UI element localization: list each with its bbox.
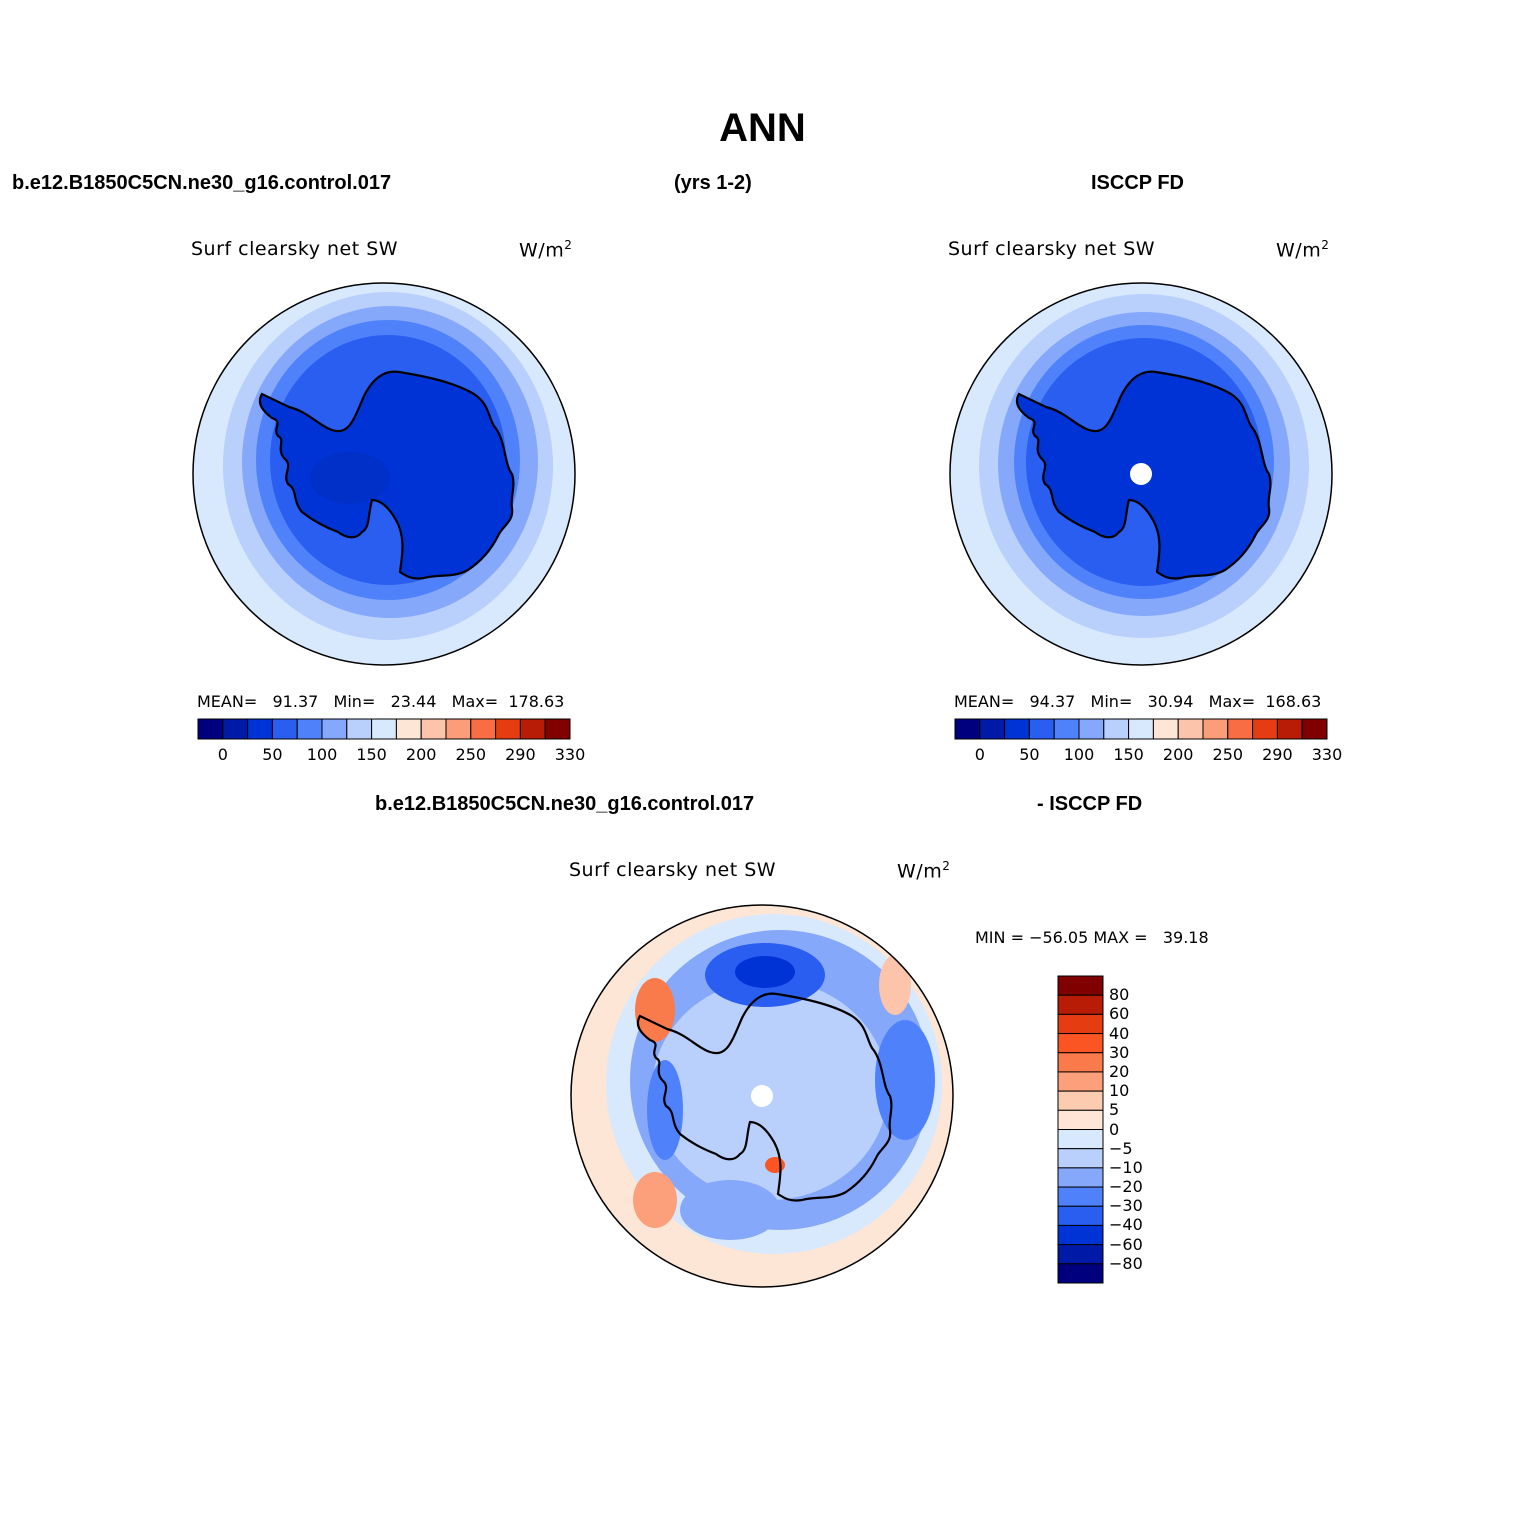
colorbar-swatch [544,718,571,740]
colorbar-swatch [1057,1052,1104,1073]
colorbar-tick-label: 5 [1109,1100,1120,1120]
colorbar-tick-label: 50 [1019,745,1040,764]
colorbar-swatch [979,718,1006,740]
colorbar-swatch [1057,1090,1104,1111]
colorbar-swatch [495,718,521,740]
colorbar-tick-label: 0 [217,745,228,764]
colorbar-tick-label: 50 [262,745,283,764]
model-map [193,283,575,665]
colorbar-swatch [296,718,323,740]
colorbar-swatch [247,718,273,740]
colorbar-tick-label: 250 [1212,745,1244,764]
model-units: W/m2 [519,238,573,262]
model-colorbar [197,718,571,740]
diff-panel-title: Surf clearsky net SW [569,859,777,881]
obs-colorbar [954,718,1328,740]
colorbar-swatch [1128,718,1154,740]
colorbar-tick-label: 30 [1109,1042,1130,1062]
colorbar-swatch [954,718,981,740]
colorbar-swatch [1057,1013,1104,1035]
colorbar-swatch [1057,994,1104,1015]
colorbar-swatch [1078,718,1105,740]
colorbar-tick-label: 80 [1109,985,1130,1005]
colorbar-swatch [271,718,298,740]
colorbar-swatch [1057,1224,1104,1246]
colorbar-swatch [470,718,497,740]
colorbar-tick-label: −80 [1109,1253,1143,1273]
colorbar-swatch [346,718,373,740]
colorbar-tick-label: 330 [554,745,586,764]
diff-obs-header: - ISCCP FD [1037,793,1143,815]
colorbar-tick-label: 150 [356,745,387,764]
colorbar-swatch [1252,718,1278,740]
colorbar-swatch [1057,975,1104,996]
colorbar-tick-label: 10 [1109,1081,1130,1101]
colorbar-tick-label: −20 [1109,1177,1143,1197]
years-header: (yrs 1-2) [674,172,752,194]
colorbar-tick-label: −10 [1109,1157,1143,1177]
diff-map [571,905,953,1287]
obs-name-header: ISCCP FD [1091,172,1184,194]
colorbar-swatch [1057,1205,1104,1226]
colorbar-swatch [1057,1263,1104,1284]
colorbar-swatch [1202,718,1229,740]
colorbar-tick-label: 330 [1311,745,1343,764]
colorbar-tick-label: 60 [1109,1004,1130,1024]
colorbar-swatch [1057,1033,1104,1054]
colorbar-tick-label: 290 [1262,745,1293,764]
obs-panel-title: Surf clearsky net SW [948,238,1156,260]
case-name-header: b.e12.B1850C5CN.ne30_g16.control.017 [12,172,392,194]
main-title: ANN [719,106,806,150]
colorbar-tick-label: 0 [1109,1119,1120,1139]
colorbar-swatch [197,718,224,740]
colorbar-swatch [1004,718,1030,740]
colorbar-tick-label: 0 [974,745,985,764]
colorbar-swatch [321,718,348,740]
colorbar-swatch [420,718,447,740]
diff-case-header: b.e12.B1850C5CN.ne30_g16.control.017 [375,793,755,815]
colorbar-swatch [445,718,472,740]
colorbar-tick-label: 20 [1109,1061,1130,1081]
colorbar-swatch [1177,718,1204,740]
colorbar-tick-label: −60 [1109,1234,1143,1254]
colorbar-tick-label: −5 [1109,1138,1133,1158]
diff-units: W/m2 [897,859,951,883]
obs-map [950,283,1332,665]
colorbar-swatch [1057,1148,1104,1169]
colorbar-swatch [1057,1129,1104,1150]
diff-colorbar [1057,975,1104,1284]
colorbar-swatch [1301,718,1328,740]
colorbar-tick-label: 250 [455,745,487,764]
colorbar-tick-label: 100 [306,745,338,764]
obs-units: W/m2 [1276,238,1330,262]
colorbar-swatch [1028,718,1055,740]
colorbar-swatch [371,718,397,740]
colorbar-tick-label: −40 [1109,1215,1143,1235]
colorbar-tick-label: 150 [1113,745,1144,764]
diff-stats: MIN = −56.05 MAX = 39.18 [975,928,1209,947]
colorbar-tick-label: 40 [1109,1023,1130,1043]
model-stats: MEAN= 91.37 Min= 23.44 Max= 178.63 [197,692,565,711]
colorbar-swatch [1057,1109,1104,1130]
colorbar-swatch [1276,718,1303,740]
colorbar-swatch [1057,1244,1104,1265]
model-panel-title: Surf clearsky net SW [191,238,399,260]
colorbar-swatch [395,718,422,740]
colorbar-swatch [1057,1186,1104,1207]
colorbar-swatch [1057,1071,1104,1092]
colorbar-swatch [1103,718,1130,740]
colorbar-tick-label: −30 [1109,1196,1143,1216]
colorbar-swatch [1057,1167,1104,1188]
colorbar-swatch [222,718,249,740]
colorbar-tick-label: 200 [405,745,437,764]
colorbar-swatch [1053,718,1080,740]
colorbar-tick-label: 100 [1063,745,1095,764]
colorbar-tick-label: 290 [505,745,536,764]
colorbar-tick-label: 200 [1162,745,1194,764]
colorbar-swatch [1227,718,1254,740]
colorbar-swatch [519,718,546,740]
colorbar-swatch [1152,718,1179,740]
obs-stats: MEAN= 94.37 Min= 30.94 Max= 168.63 [954,692,1322,711]
